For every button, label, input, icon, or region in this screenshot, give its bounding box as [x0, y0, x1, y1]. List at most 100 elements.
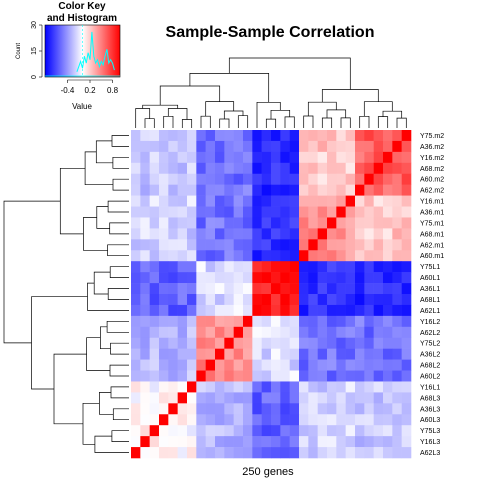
heatmap-cell [345, 294, 356, 306]
row-dendrogram-branch [110, 386, 129, 399]
heatmap-cell [233, 414, 244, 426]
heatmap-cell [383, 283, 393, 295]
heatmap-cell [289, 294, 300, 306]
heatmap-cell [215, 348, 225, 360]
heatmap-cell [168, 392, 178, 404]
heatmap-cell [252, 370, 262, 382]
heatmap-cell [252, 392, 262, 404]
heatmap-cell [299, 140, 309, 153]
row-dendrogram-branch [93, 271, 111, 295]
heatmap-cell [364, 173, 374, 185]
heatmap-cell [336, 381, 346, 393]
heatmap-cell [280, 392, 290, 404]
heatmap-cell [205, 272, 216, 284]
heatmap-cell [289, 140, 300, 153]
heatmap-cell [299, 195, 309, 207]
heatmap-cell [243, 151, 253, 164]
heatmap-cell [336, 326, 346, 339]
heatmap-cell [261, 228, 272, 240]
heatmap-cell [233, 261, 244, 273]
heatmap-cell [392, 436, 402, 448]
heatmap-cell [392, 392, 402, 404]
heatmap-cell [383, 173, 393, 185]
heatmap-cell [140, 173, 150, 185]
heatmap-cell [261, 403, 272, 415]
heatmap-cell [243, 315, 253, 328]
heatmap-cell [299, 425, 309, 437]
heatmap-cell [252, 228, 262, 240]
heatmap-cell [308, 250, 318, 262]
row-label: A62.m1 [420, 242, 444, 249]
heatmap-cell [159, 195, 169, 207]
heatmap-cell [252, 217, 262, 229]
heatmap-cell [299, 403, 309, 415]
heatmap-cell [345, 184, 356, 196]
heatmap-cell [177, 414, 188, 426]
heatmap-cell [187, 381, 197, 393]
heatmap-cell [289, 447, 300, 459]
heatmap-cell [168, 283, 178, 295]
heatmap-cell [345, 206, 356, 218]
heatmap-cell [177, 239, 188, 251]
heatmap-cell [159, 414, 169, 426]
row-label: Y16.m2 [420, 155, 444, 162]
column-dendrogram-branch [223, 110, 244, 119]
heatmap-cell [233, 370, 244, 382]
row-label: A68L2 [420, 363, 440, 370]
column-dendrogram-branch [326, 109, 347, 118]
heatmap-cell [224, 315, 234, 328]
heatmap-cell [317, 436, 328, 448]
heatmap-cell [401, 130, 412, 142]
heatmap-cell [224, 206, 234, 218]
heatmap-cell [196, 348, 206, 360]
heatmap-cell [149, 217, 160, 229]
heatmap-cell [327, 425, 337, 437]
heatmap-cell [159, 425, 169, 437]
row-dendrogram-branch [31, 296, 88, 390]
heatmap-cell [373, 304, 384, 317]
heatmap-cell [159, 206, 169, 218]
heatmap-cell [187, 250, 197, 262]
heatmap-cell [401, 140, 412, 153]
heatmap-cell [289, 425, 300, 437]
heatmap-cell [317, 414, 328, 426]
heatmap-cell [168, 337, 178, 349]
heatmap-cell [336, 348, 346, 360]
heatmap-cell [317, 162, 328, 175]
heatmap-cell [401, 173, 412, 185]
heatmap-cell [327, 272, 337, 284]
histogram-line [76, 31, 115, 72]
heatmap-cell [168, 140, 178, 153]
heatmap-cell [159, 217, 169, 229]
heatmap-cell [159, 381, 169, 393]
heatmap-cell [131, 403, 141, 415]
heatmap-cell [187, 184, 197, 196]
color-key-title: Color Key [58, 1, 106, 12]
heatmap-cell [373, 326, 384, 339]
heatmap-cell [224, 381, 234, 393]
heatmap-cell [280, 337, 290, 349]
heatmap-cell [131, 272, 141, 284]
heatmap-cell [345, 261, 356, 273]
heatmap-cell [317, 140, 328, 153]
heatmap-cell [149, 447, 160, 459]
heatmap-cell [308, 436, 318, 448]
heatmap-cell [177, 370, 188, 382]
heatmap-cell [261, 272, 272, 284]
heatmap-cell [345, 447, 356, 459]
heatmap-cell [373, 436, 384, 448]
row-dendrogram-branch [84, 151, 113, 186]
heatmap-cell [233, 140, 244, 153]
heatmap-cell [317, 359, 328, 371]
heatmap-cell [373, 250, 384, 262]
heatmap-cell [373, 447, 384, 459]
heatmap-cell [336, 403, 346, 415]
heatmap-cell [224, 184, 234, 196]
heatmap-cell [177, 315, 188, 328]
heatmap-cell [205, 217, 216, 229]
heatmap-cell [336, 140, 346, 153]
heatmap-cell [317, 239, 328, 251]
heatmap-cell [149, 195, 160, 207]
heatmap-cell [299, 304, 309, 317]
row-dendrogram-branch [109, 266, 129, 278]
